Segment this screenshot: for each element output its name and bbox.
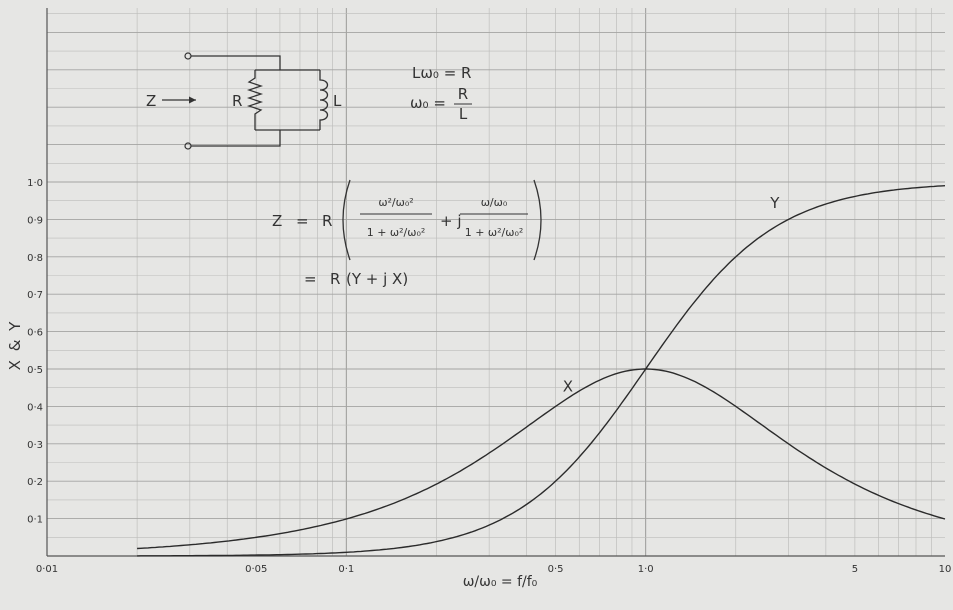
y-tick-label: 0·6	[27, 328, 43, 339]
formula-eq2: =	[304, 270, 317, 288]
relation-line-2-lhs: ω₀ =	[410, 94, 446, 112]
x-tick-label: 0·5	[548, 564, 564, 575]
formula-yjx: (Y + j X)	[346, 270, 408, 288]
annotations: YX	[563, 194, 780, 395]
x-tick-label: 1·0	[638, 564, 654, 575]
paren-left	[342, 179, 351, 261]
x-tick-label: 0·1	[338, 564, 354, 575]
x-tick-label: 10	[939, 564, 952, 575]
formula-den2: 1 + ω²/ω₀²	[465, 226, 524, 239]
series-line-y	[137, 185, 946, 557]
wire-rails	[255, 69, 320, 131]
formula-den1: 1 + ω²/ω₀²	[367, 226, 426, 239]
x-tick-labels: 0·01 0·05 0·1 0·5 1·0 5 10	[36, 564, 952, 575]
y-tick-label: 0·5	[27, 365, 43, 376]
y-tick-label: 0·3	[27, 440, 43, 451]
annotation-y: Y	[769, 194, 780, 212]
x-tick-label: 0·05	[245, 564, 267, 575]
inductor-symbol	[319, 70, 329, 130]
y-tick-label: 0·4	[27, 402, 43, 413]
x-axis-label: ω/ω₀ = f/f₀	[463, 574, 538, 590]
formula-num2: ω/ω₀	[481, 196, 508, 209]
relation-line-1: Lω₀ = R	[412, 64, 471, 82]
resistor-symbol	[246, 70, 264, 130]
relations: Lω₀ = R ω₀ = R L	[410, 64, 472, 123]
y-tick-label: 1·0	[27, 178, 43, 189]
impedance-formula: Z = R ω²/ω₀² 1 + ω²/ω₀² + j ω/ω₀ 1 + ω²/…	[272, 179, 542, 288]
circuit-diagram: Z R L	[146, 52, 342, 150]
x-tick-label: 5	[852, 564, 858, 575]
wire-outer	[191, 55, 281, 147]
formula-r2: R	[330, 270, 340, 288]
formula-plus-j: + j	[440, 212, 462, 230]
grid	[46, 8, 945, 557]
circuit-l-label: L	[333, 92, 342, 110]
formula-z: Z	[272, 212, 282, 230]
y-tick-label: 0·9	[27, 215, 43, 226]
formula-r1: R	[322, 212, 332, 230]
y-tick-label: 0·8	[27, 253, 43, 264]
formula-eq1: =	[296, 212, 309, 230]
y-tick-labels: 0·1 0·2 0·3 0·4 0·5 0·6 0·7 0·8 0·9 1·0	[27, 178, 43, 526]
y-tick-label: 0·7	[27, 290, 43, 301]
arrow-head-icon	[189, 96, 196, 104]
circuit-r-label: R	[232, 92, 242, 110]
x-tick-label: 0·01	[36, 564, 58, 575]
formula-num1: ω²/ω₀²	[378, 196, 413, 209]
y-tick-label: 0·1	[27, 515, 43, 526]
annotation-x: X	[563, 377, 573, 395]
y-tick-label: 0·2	[27, 477, 43, 488]
circuit-z-label: Z	[146, 92, 156, 110]
series-curves	[137, 185, 946, 557]
relation-line-2-den: L	[459, 105, 468, 123]
y-axis-label: X & Y	[6, 320, 24, 371]
series-line-x	[137, 368, 946, 550]
relation-line-2-num: R	[458, 85, 468, 103]
paren-right	[533, 179, 542, 261]
